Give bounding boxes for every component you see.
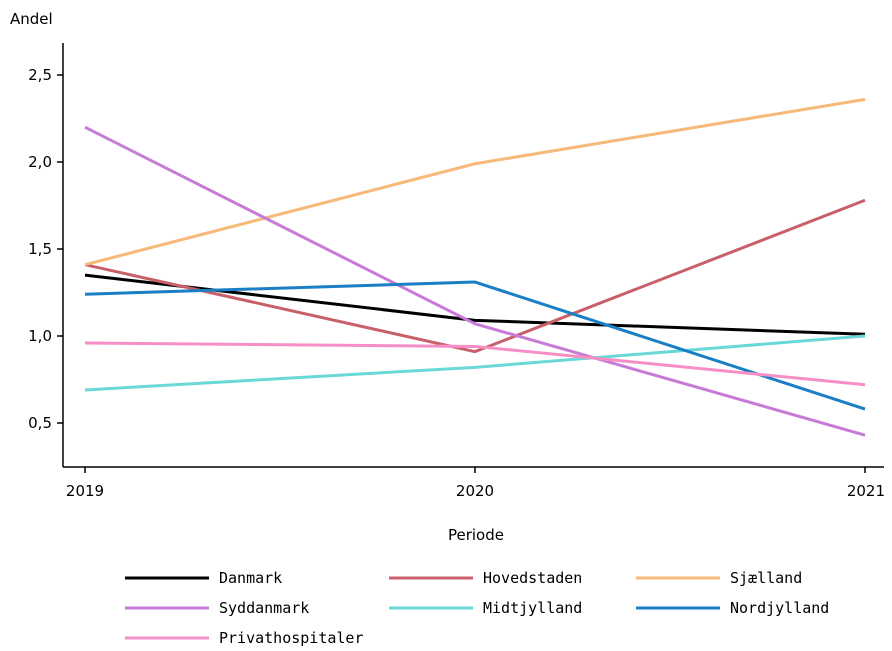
legend-label: Nordjylland [730, 599, 829, 617]
series-line-privathospitaler [84, 341, 866, 387]
y-tick-label: 1,0 [28, 327, 52, 345]
legend-label: Hovedstaden [483, 569, 582, 587]
legend: Danmark Hovedstaden Sjælland Syddanmark Midt… [125, 569, 829, 647]
x-axis-title: Periode [448, 526, 504, 544]
series-line-syddanmark [84, 125, 866, 437]
y-tick-label: 1,5 [28, 240, 52, 258]
series-lines [84, 97, 866, 437]
legend-label: Syddanmark [219, 599, 309, 617]
y-tick-label: 2,5 [28, 66, 52, 84]
y-tick-label: 2,0 [28, 153, 52, 171]
series-line-sjælland [84, 97, 866, 267]
y-axis-title: Andel [10, 10, 53, 28]
legend-label: Midtjylland [483, 599, 582, 617]
x-tick-label: 2019 [66, 482, 104, 500]
axes: 0,5 1,0 1,5 2,0 2,5 2019 2020 2021 [28, 43, 885, 500]
series-line-midtjylland [84, 334, 866, 392]
y-tick-label: 0,5 [28, 414, 52, 432]
legend-label: Privathospitaler [219, 629, 364, 647]
x-tick-label: 2020 [456, 482, 494, 500]
legend-label: Danmark [219, 569, 282, 587]
x-tick-label: 2021 [847, 482, 885, 500]
series-line-danmark [84, 273, 866, 336]
legend-label: Sjælland [730, 569, 802, 587]
series-line-nordjylland [84, 280, 866, 411]
series-line-hovedstaden [84, 198, 866, 354]
